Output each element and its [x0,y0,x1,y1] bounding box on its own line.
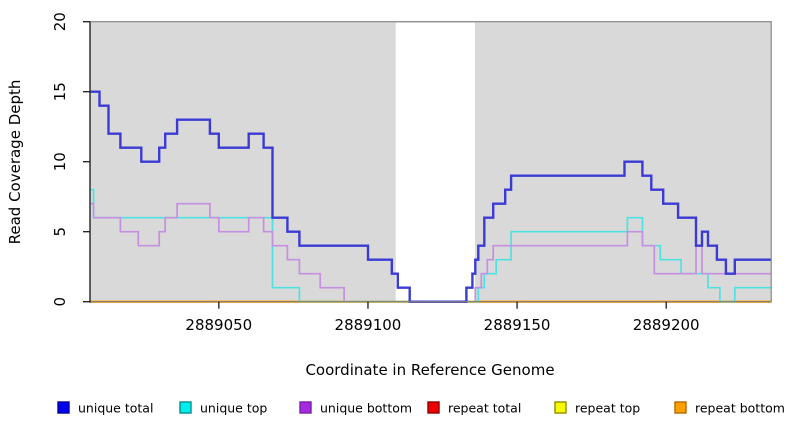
legend-swatch-repeat-bottom [674,401,687,414]
legend-swatch-unique-top [179,401,192,414]
legend-label: repeat top [575,400,640,415]
x-tick-label: 2889050 [185,316,252,334]
series-line-unique-total [90,90,772,303]
series-line-unique-top [90,188,772,303]
y-tick-label: 20 [51,12,69,31]
legend-item-unique-bottom: unique bottom [299,400,412,415]
y-axis-title: Read Coverage Depth [6,80,24,245]
legend-item-repeat-bottom: repeat bottom [674,400,785,415]
legend-label: repeat total [448,400,521,415]
legend-label: unique total [78,400,153,415]
axes: 0 5 10 15 20 2889050 2889100 2889150 2889200 [51,12,699,334]
y-tick-label: 15 [51,82,69,101]
legend-label: unique bottom [320,400,412,415]
legend: unique total unique top unique bottom repea… [57,400,785,415]
legend-label: repeat bottom [695,400,785,415]
legend-label: unique top [200,400,267,415]
series-line-unique-bottom [90,202,772,303]
legend-item-repeat-total: repeat total [427,400,521,415]
x-axis-title: Coordinate in Reference Genome [305,361,554,379]
legend-swatch-repeat-top [554,401,567,414]
x-tick-label: 2889200 [633,316,700,334]
masked-gap-region [395,22,476,302]
x-tick-label: 2889100 [335,316,402,334]
legend-swatch-repeat-total [427,401,440,414]
masked-region [395,22,476,302]
x-tick-label: 2889150 [484,316,551,334]
legend-item-unique-total: unique total [57,400,153,415]
legend-swatch-unique-bottom [299,401,312,414]
legend-item-repeat-top: repeat top [554,400,640,415]
y-tick-label: 0 [51,297,69,307]
y-tick-label: 10 [51,152,69,171]
legend-item-unique-top: unique top [179,400,267,415]
y-tick-label: 5 [51,227,69,237]
legend-swatch-unique-total [57,401,70,414]
